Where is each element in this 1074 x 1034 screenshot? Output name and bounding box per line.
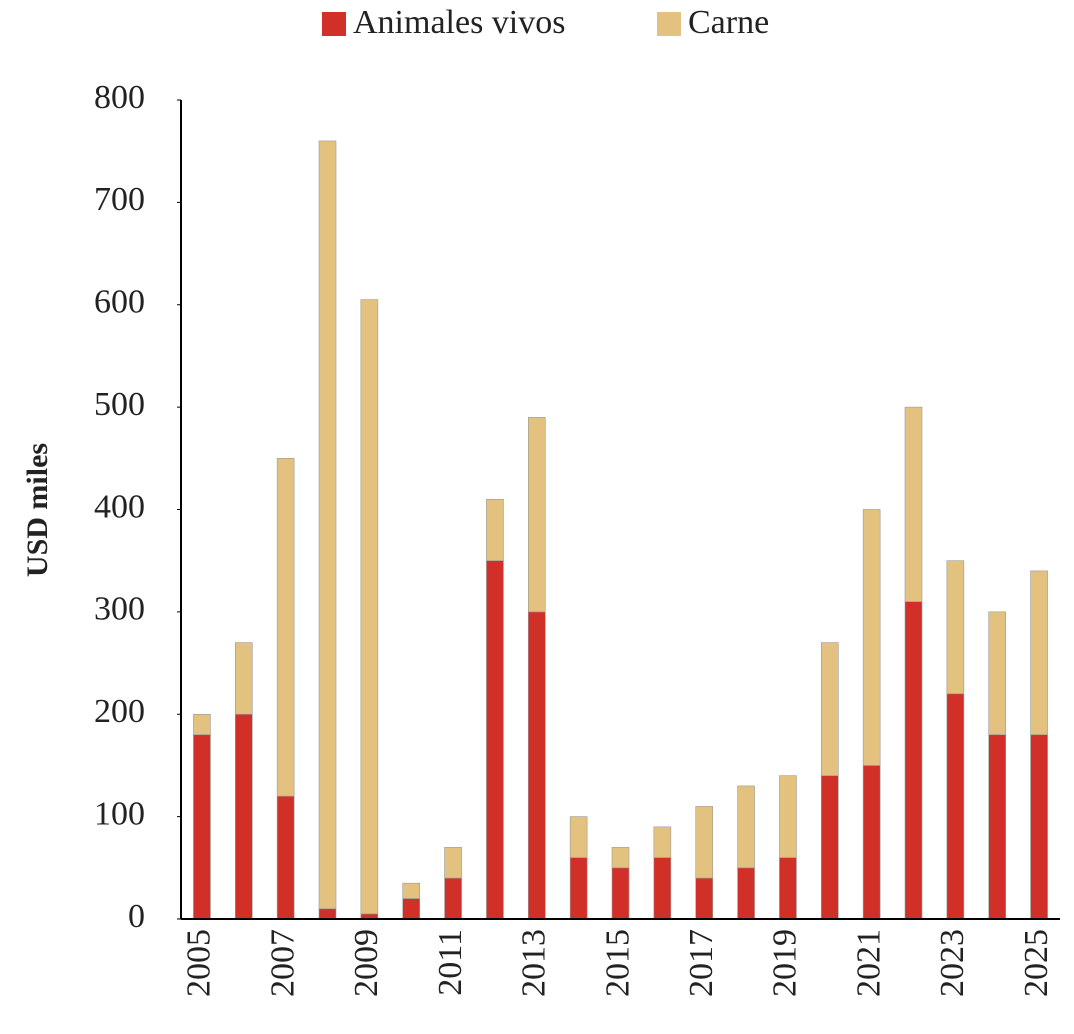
bar-segment [444,877,462,920]
x-tick-label: 2005 [181,929,218,997]
legend-label: Animales vivos [353,4,565,41]
x-tick-label: 2009 [348,929,385,997]
x-tick-label: 2007 [264,929,301,997]
bar-segment [737,785,755,869]
bar-segment [611,847,630,869]
bar-segment [527,611,546,920]
bar-segment [193,734,211,920]
y-tick-label: 100 [94,795,145,832]
bar-segment [946,560,965,695]
bar-segment [318,140,337,910]
bar-segment [946,693,965,920]
bar-segment [486,498,504,561]
bar-segment [234,713,253,920]
bar-segment [360,299,379,915]
legend-label: Carne [688,4,769,41]
bar-segment [1030,570,1048,736]
x-tick-label: 2017 [683,929,720,997]
x-tick-label: 2023 [934,929,971,997]
bar-segment [779,775,797,858]
y-tick-label: 700 [94,181,145,218]
x-tick-label: 2019 [767,929,804,997]
y-tick-label: 800 [94,79,145,116]
bar-segment [569,816,588,858]
x-tick-label: 2025 [1018,929,1055,997]
bar-segment [444,847,462,879]
bar-segment [820,775,839,920]
bar-segment [862,509,881,766]
bar-segment [1030,734,1048,920]
legend-swatch [657,12,681,36]
x-tick-label: 2021 [850,929,887,997]
bar-segment [904,601,923,920]
bar-segment [737,867,755,920]
x-tick-label: 2015 [599,929,636,997]
bar-segment [988,611,1007,736]
bar-segment [695,806,714,879]
bar-segment [402,898,421,920]
bar-segment [569,857,588,920]
y-tick-label: 0 [128,898,145,935]
y-axis-label: USD miles [21,443,54,577]
legend-swatch [322,12,346,36]
bar-segment [820,642,839,776]
bar-segment [988,734,1007,920]
x-tick-label: 2013 [516,929,553,997]
bar-segment [276,458,295,797]
bar-segment [779,857,797,920]
y-tick-label: 200 [94,693,145,730]
bar-segment [234,642,253,715]
y-tick-label: 400 [94,488,145,525]
y-tick-label: 600 [94,284,145,321]
bar-segment [527,417,546,613]
bar-segment [653,857,672,920]
x-tick-label: 2011 [432,929,469,996]
bar-segment [862,765,881,920]
bar-segment [611,867,630,920]
bar-segment [486,560,504,920]
bar-segment [653,826,672,858]
bar-segment [193,713,211,736]
bar-segment [904,406,923,602]
bar-segment [695,877,714,920]
y-tick-label: 500 [94,386,145,423]
y-tick-label: 300 [94,591,145,628]
bar-segment [318,908,337,920]
bar-segment [402,882,421,899]
bar-segment [276,795,295,920]
